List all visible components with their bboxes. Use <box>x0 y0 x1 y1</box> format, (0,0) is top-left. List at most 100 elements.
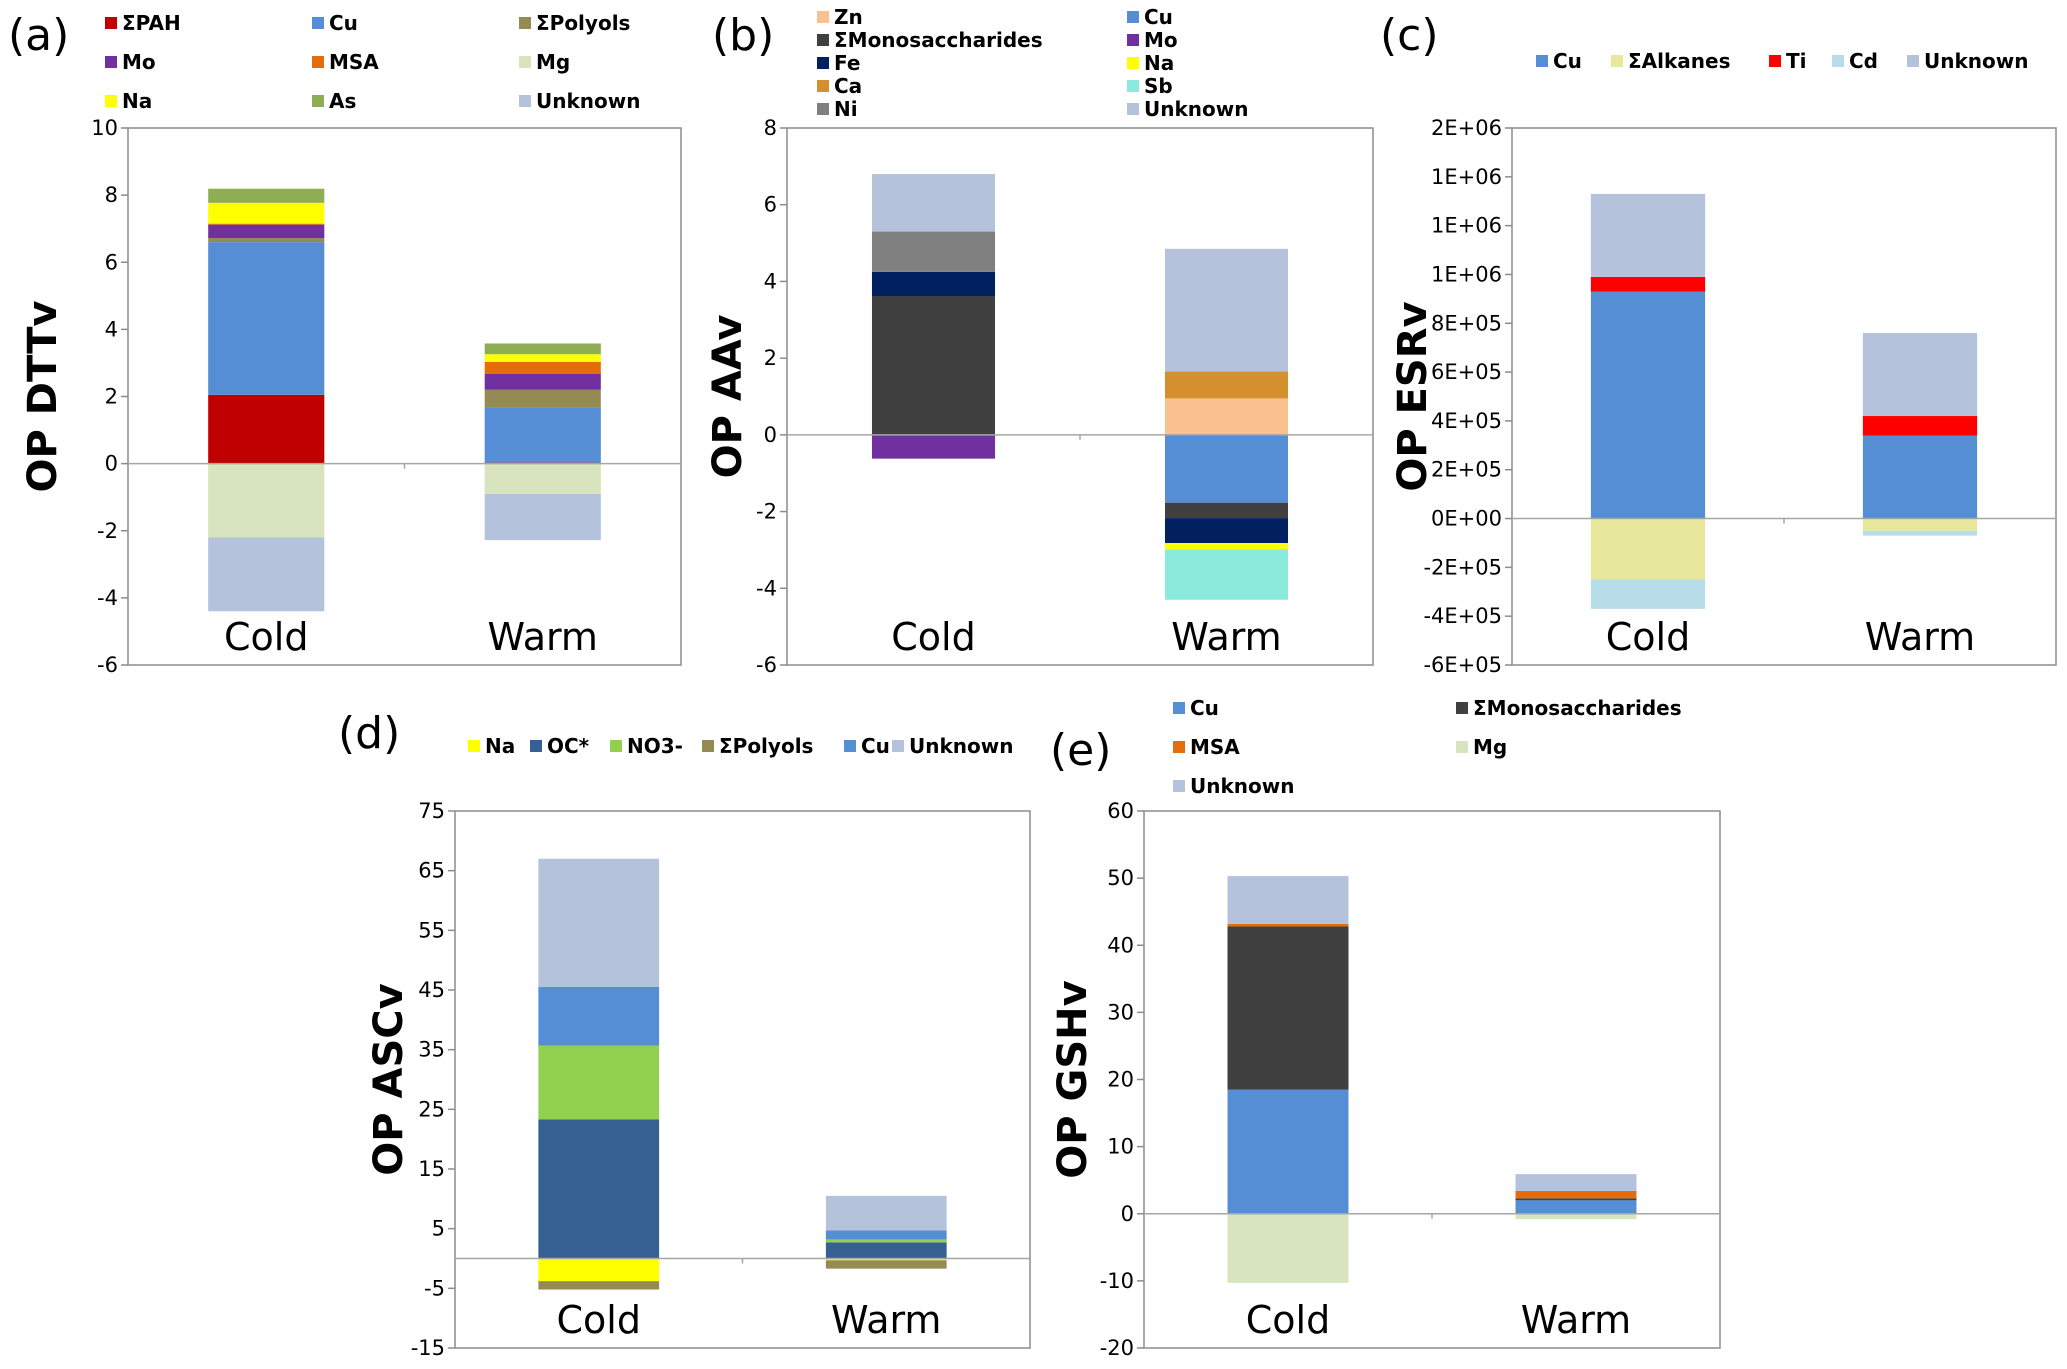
legend-item: Ni <box>817 97 858 121</box>
legend: Na OC* NO3- ΣPolyols Cu Unknown <box>468 734 1013 758</box>
legend-item: Mg <box>519 50 570 74</box>
legend-item: Cu <box>312 11 358 35</box>
bar-segment-cold-cd <box>1590 579 1706 609</box>
legend-label: Cu <box>861 734 890 758</box>
legend-swatch <box>1456 702 1468 714</box>
legend-label: Unknown <box>536 89 640 113</box>
legend-swatch <box>105 95 117 107</box>
y-tick-label: -4 <box>756 576 777 600</box>
legend-label: ΣMonosaccharides <box>1473 696 1682 720</box>
y-tick-label: 30 <box>1107 1000 1134 1024</box>
legend-item: Na <box>105 89 152 113</box>
y-axis-title: OP GSHv <box>1050 980 1096 1178</box>
legend-label: As <box>329 89 356 113</box>
bar-segment-cold-no3 <box>538 1045 660 1120</box>
legend-swatch <box>519 17 531 29</box>
legend-label: ΣPolyols <box>719 734 813 758</box>
legend-item: Unknown <box>519 89 640 113</box>
legend-item: Ti <box>1769 49 1807 73</box>
category-label: Cold <box>1246 1298 1330 1342</box>
bar-segment-cold-alkanes <box>1590 518 1706 580</box>
bar-segment-cold-cu <box>1590 291 1706 519</box>
panel-label: (a) <box>8 10 69 61</box>
legend-item: Mg <box>1456 735 1507 759</box>
panel-c: -6E+05 -4E+05 -2E+05 0E+00 2E+05 4E+05 6E+05 8E… <box>1380 10 2057 677</box>
y-tick-label: 2 <box>764 346 777 370</box>
legend-swatch <box>1127 103 1139 115</box>
bar-segment-warm-polyols <box>484 389 601 408</box>
legend-label: OC* <box>547 734 590 758</box>
legend-item: Cu <box>844 734 890 758</box>
bar-segment-warm-unknown <box>1862 333 1978 417</box>
legend-swatch <box>519 56 531 68</box>
bar-segment-warm-mg <box>484 463 601 494</box>
y-tick-label: 35 <box>418 1038 445 1062</box>
legend-label: Cu <box>1190 696 1219 720</box>
y-tick-label: 10 <box>1107 1135 1134 1159</box>
bar-segment-warm-cu <box>1862 435 1978 519</box>
bar-segment-cold-cu <box>208 242 325 395</box>
bar-segment-cold-mo <box>871 434 996 459</box>
legend-item: Cd <box>1832 49 1878 73</box>
bar-segment-cold-fe <box>871 271 996 297</box>
legend-item: MSA <box>1173 735 1240 759</box>
y-tick-label: -6E+05 <box>1423 653 1502 677</box>
legend-item: As <box>312 89 356 113</box>
bar-segment-cold-cu <box>1227 1089 1349 1214</box>
bar-segment-warm-ca <box>1164 371 1289 399</box>
legend: Zn Cu ΣMonosaccharides Mo Fe Na Ca Sb Ni Unknown <box>817 5 1248 121</box>
bar-segment-warm-as <box>484 343 601 355</box>
bar-segment-cold-monosaccharides <box>871 296 996 435</box>
y-tick-label: 8 <box>105 183 118 207</box>
bar-segment-warm-oc <box>825 1242 947 1259</box>
category-label: Warm <box>1171 615 1281 659</box>
bar-segment-warm-monosaccharides <box>1515 1198 1637 1201</box>
legend-item: Mo <box>105 50 156 74</box>
y-tick-label: 60 <box>1107 799 1134 823</box>
legend-swatch <box>1127 11 1139 23</box>
category-label: Warm <box>1521 1298 1631 1342</box>
y-tick-label: 55 <box>418 918 445 942</box>
legend-item: Unknown <box>1907 49 2028 73</box>
legend-swatch <box>312 56 324 68</box>
panel-label: (b) <box>712 10 774 61</box>
legend-swatch <box>468 740 480 752</box>
bar-segment-warm-msa <box>1515 1190 1637 1199</box>
legend-swatch <box>817 103 829 115</box>
legend-label: Mo <box>122 50 156 74</box>
y-tick-label: -2 <box>97 519 118 543</box>
legend-swatch <box>1173 702 1185 714</box>
legend-item: ΣAlkanes <box>1611 49 1731 73</box>
legend-swatch <box>1173 741 1185 753</box>
bar-segment-cold-ni <box>871 231 996 272</box>
bar-segment-warm-monosaccharides <box>1164 502 1289 519</box>
legend-label: Mo <box>1144 28 1178 52</box>
legend-swatch <box>1127 80 1139 92</box>
legend-swatch <box>1536 55 1548 67</box>
bar-segment-cold-unknown <box>208 537 325 612</box>
y-tick-label: -4 <box>97 586 118 610</box>
bar-segment-cold-unknown <box>871 174 996 232</box>
bar-segment-warm-cu <box>1515 1200 1637 1214</box>
legend-swatch <box>1127 57 1139 69</box>
category-label: Cold <box>1606 615 1690 659</box>
legend-item: NO3- <box>610 734 683 758</box>
category-label: Cold <box>557 1298 641 1342</box>
legend-label: NO3- <box>627 734 683 758</box>
y-tick-label: 15 <box>418 1157 445 1181</box>
legend-swatch <box>105 17 117 29</box>
y-tick-label: 4 <box>764 269 777 293</box>
y-tick-label: 45 <box>418 978 445 1002</box>
y-tick-label: -10 <box>1100 1269 1134 1293</box>
y-tick-label: -6 <box>97 653 118 677</box>
y-tick-label: 0 <box>105 452 118 476</box>
bar-segment-warm-polyols <box>825 1260 947 1269</box>
bar-segment-cold-na <box>208 202 325 224</box>
legend-swatch <box>817 80 829 92</box>
y-tick-label: -5 <box>424 1276 445 1300</box>
y-tick-label: 1E+06 <box>1431 262 1502 286</box>
legend-label: Mg <box>536 50 570 74</box>
y-tick-label: 25 <box>418 1097 445 1121</box>
category-label: Warm <box>488 615 598 659</box>
panel-e: -20 -10 0 10 20 30 40 50 60 Cold Warm OP GSHv (e) Cu Σ… <box>1050 696 1721 1360</box>
